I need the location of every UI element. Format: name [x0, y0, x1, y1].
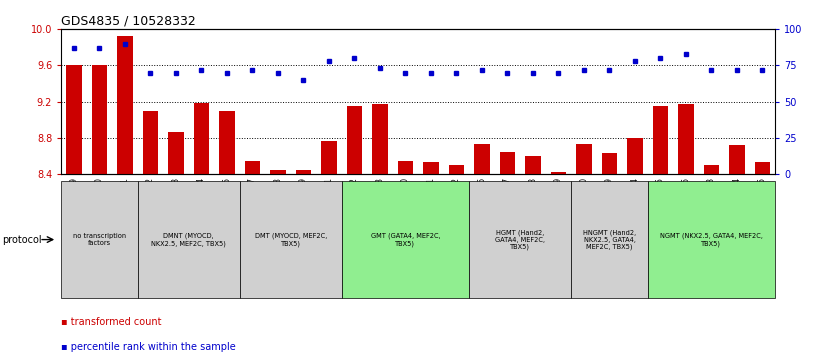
- Text: GSM1100524: GSM1100524: [631, 177, 640, 228]
- Bar: [755, 163, 770, 174]
- Bar: [730, 145, 744, 174]
- Bar: [372, 104, 388, 174]
- Text: GSM1100534: GSM1100534: [733, 177, 742, 228]
- Text: GSM1100536: GSM1100536: [477, 177, 486, 228]
- Text: GSM1100543: GSM1100543: [171, 177, 180, 228]
- Text: GSM1100535: GSM1100535: [758, 177, 767, 228]
- Text: GSM1100520: GSM1100520: [95, 177, 104, 228]
- Text: GSM1100532: GSM1100532: [452, 177, 461, 228]
- Text: GSM1100539: GSM1100539: [554, 177, 563, 228]
- Bar: [576, 144, 592, 174]
- Bar: [245, 160, 260, 174]
- Text: GSM1100544: GSM1100544: [197, 177, 206, 228]
- Bar: [347, 106, 362, 174]
- Text: DMNT (MYOCD,
NKX2.5, MEF2C, TBX5): DMNT (MYOCD, NKX2.5, MEF2C, TBX5): [151, 233, 226, 246]
- Text: GSM1100542: GSM1100542: [146, 177, 155, 228]
- Bar: [628, 138, 642, 174]
- Text: GSM1100529: GSM1100529: [299, 177, 308, 228]
- Text: no transcription
factors: no transcription factors: [73, 233, 126, 246]
- Text: GSM1100521: GSM1100521: [121, 177, 130, 228]
- Text: GSM1100545: GSM1100545: [223, 177, 232, 228]
- Text: HNGMT (Hand2,
NKX2.5, GATA4,
MEF2C, TBX5): HNGMT (Hand2, NKX2.5, GATA4, MEF2C, TBX5…: [583, 229, 636, 250]
- Bar: [653, 106, 668, 174]
- Text: GSM1100523: GSM1100523: [375, 177, 384, 228]
- Bar: [601, 153, 617, 174]
- Bar: [424, 163, 438, 174]
- Bar: [295, 170, 311, 174]
- Bar: [703, 165, 719, 174]
- Bar: [168, 131, 184, 174]
- Text: GSM1100537: GSM1100537: [503, 177, 512, 228]
- Bar: [449, 165, 464, 174]
- Text: ▪ percentile rank within the sample: ▪ percentile rank within the sample: [61, 342, 236, 352]
- Bar: [551, 171, 566, 174]
- Text: GSM1100528: GSM1100528: [273, 177, 282, 228]
- Text: GSM1100522: GSM1100522: [350, 177, 359, 228]
- Text: GSM1100519: GSM1100519: [69, 177, 78, 228]
- Bar: [143, 111, 158, 174]
- Text: GSM1102649: GSM1102649: [605, 177, 614, 228]
- Text: GDS4835 / 10528332: GDS4835 / 10528332: [61, 15, 196, 28]
- Bar: [66, 65, 82, 174]
- Bar: [322, 140, 336, 174]
- Bar: [118, 36, 132, 174]
- Text: GSM1100530: GSM1100530: [401, 177, 410, 228]
- Bar: [499, 151, 515, 174]
- Text: GSM1100525: GSM1100525: [656, 177, 665, 228]
- Text: GSM1100526: GSM1100526: [681, 177, 690, 228]
- Text: GSM1100531: GSM1100531: [427, 177, 436, 228]
- Text: ▪ transformed count: ▪ transformed count: [61, 317, 162, 327]
- Bar: [397, 160, 413, 174]
- Bar: [474, 144, 490, 174]
- Text: NGMT (NKX2.5, GATA4, MEF2C,
TBX5): NGMT (NKX2.5, GATA4, MEF2C, TBX5): [660, 233, 763, 246]
- Bar: [678, 104, 694, 174]
- Bar: [526, 156, 540, 174]
- Bar: [270, 170, 286, 174]
- Bar: [193, 102, 209, 174]
- Text: DMT (MYOCD, MEF2C,
TBX5): DMT (MYOCD, MEF2C, TBX5): [255, 233, 327, 246]
- Text: GSM1100540: GSM1100540: [579, 177, 588, 228]
- Text: GSM1100541: GSM1100541: [325, 177, 334, 228]
- Bar: [220, 111, 234, 174]
- Text: protocol: protocol: [2, 234, 42, 245]
- Text: GSM1100538: GSM1100538: [529, 177, 538, 228]
- Text: HGMT (Hand2,
GATA4, MEF2C,
TBX5): HGMT (Hand2, GATA4, MEF2C, TBX5): [495, 229, 545, 250]
- Text: GSM1100533: GSM1100533: [707, 177, 716, 228]
- Bar: [91, 65, 107, 174]
- Text: GMT (GATA4, MEF2C,
TBX5): GMT (GATA4, MEF2C, TBX5): [370, 233, 441, 246]
- Text: GSM1100527: GSM1100527: [248, 177, 257, 228]
